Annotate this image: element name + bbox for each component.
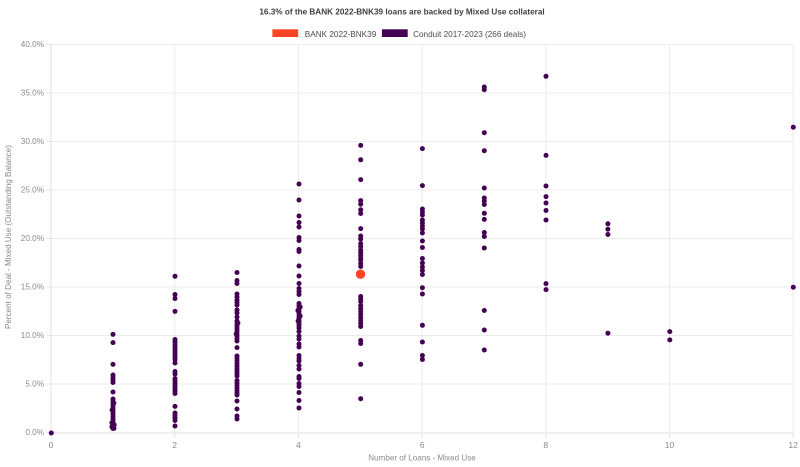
svg-text:5.0%: 5.0%	[25, 380, 44, 389]
svg-text:0.0%: 0.0%	[25, 428, 44, 437]
svg-text:Number of Loans - Mixed Use: Number of Loans - Mixed Use	[368, 453, 476, 462]
svg-text:0: 0	[49, 440, 54, 450]
svg-text:30.0%: 30.0%	[21, 137, 44, 146]
svg-text:12: 12	[788, 440, 798, 450]
svg-text:20.0%: 20.0%	[21, 234, 44, 243]
svg-text:35.0%: 35.0%	[21, 89, 44, 98]
svg-text:4: 4	[296, 440, 301, 450]
svg-text:10.0%: 10.0%	[21, 331, 44, 340]
svg-text:Percent of Deal - Mixed Use (O: Percent of Deal - Mixed Use (Outstanding…	[4, 145, 13, 329]
svg-text:Conduit 2017-2023 (266 deals): Conduit 2017-2023 (266 deals)	[413, 30, 526, 39]
svg-text:25.0%: 25.0%	[21, 186, 44, 195]
svg-text:15.0%: 15.0%	[21, 283, 44, 292]
svg-text:2: 2	[172, 440, 177, 450]
svg-text:8: 8	[543, 440, 548, 450]
svg-text:16.3% of the BANK 2022-BNK39 l: 16.3% of the BANK 2022-BNK39 loans are b…	[259, 7, 544, 16]
svg-text:BANK 2022-BNK39: BANK 2022-BNK39	[305, 30, 377, 39]
svg-text:6: 6	[420, 440, 425, 450]
svg-text:40.0%: 40.0%	[21, 40, 44, 49]
svg-text:10: 10	[665, 440, 675, 450]
